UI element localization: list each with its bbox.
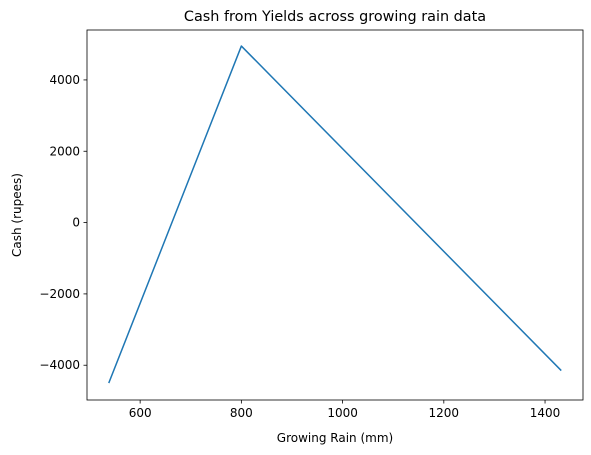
- x-axis-ticks: 600 800 1000 1200 1400: [129, 400, 561, 420]
- x-tick-label: 600: [129, 406, 152, 420]
- series-layer: [108, 45, 562, 384]
- chart-title: Cash from Yields across growing rain dat…: [184, 9, 486, 25]
- y-tick-label: 0: [72, 216, 80, 230]
- x-tick-label: 1200: [429, 406, 460, 420]
- y-axis-ticks: −4000 −2000 0 2000 4000: [39, 73, 87, 372]
- x-axis-label: Growing Rain (mm): [277, 431, 393, 445]
- series-line-0: [108, 45, 562, 384]
- y-tick-label: 2000: [49, 144, 80, 158]
- x-tick-label: 800: [230, 406, 253, 420]
- x-tick-label: 1400: [530, 406, 561, 420]
- y-tick-label: −2000: [39, 287, 80, 301]
- y-axis-label: Cash (rupees): [10, 173, 24, 257]
- y-tick-label: 4000: [49, 73, 80, 87]
- y-tick-label: −4000: [39, 358, 80, 372]
- plot-frame: [86, 29, 584, 401]
- x-tick-label: 1000: [327, 406, 358, 420]
